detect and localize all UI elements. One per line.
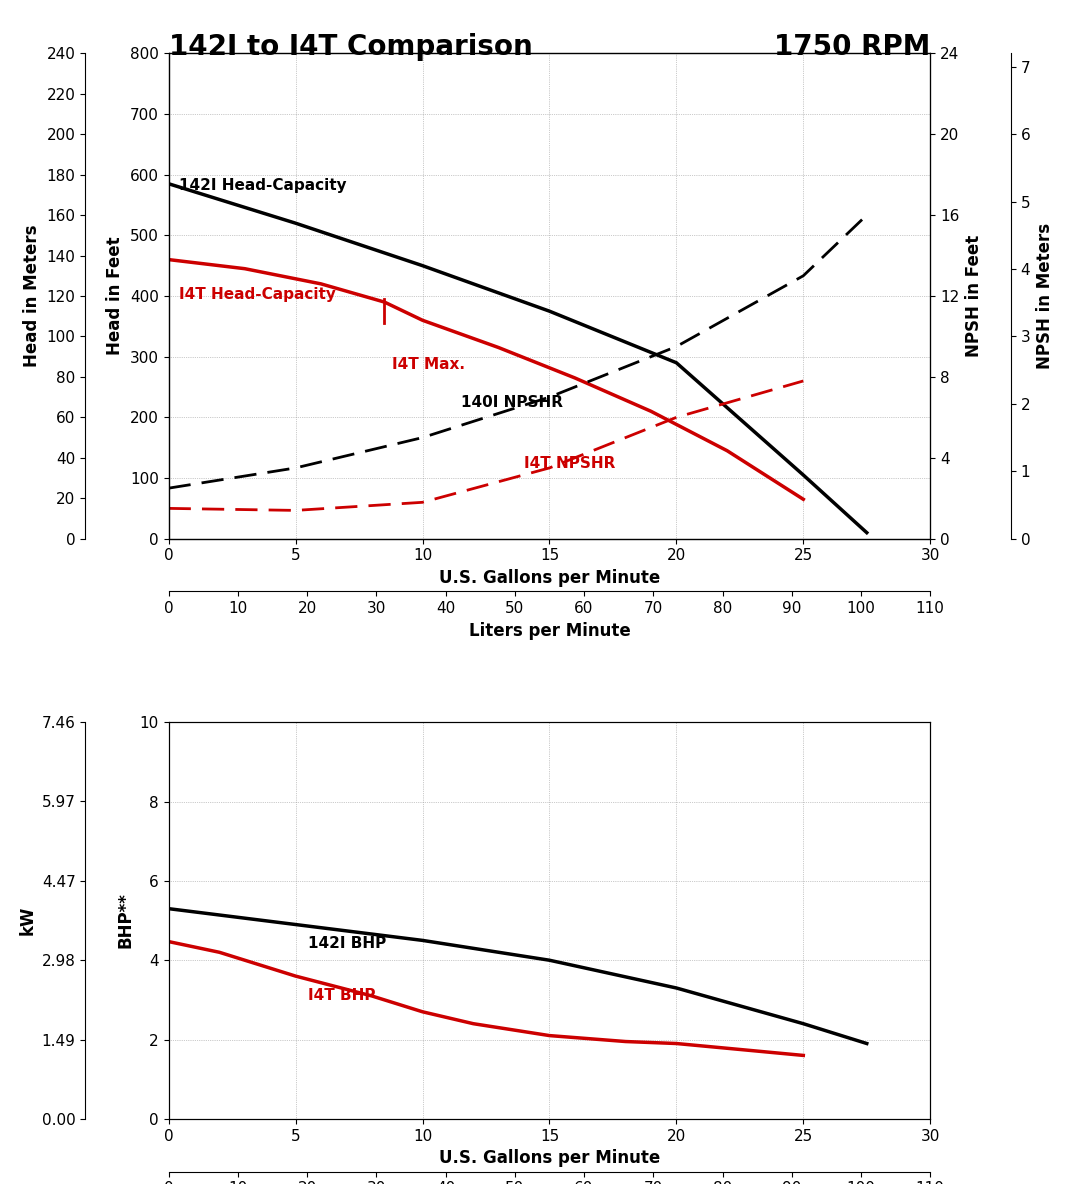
Y-axis label: BHP**: BHP** [116,893,134,948]
Text: I4T Max.: I4T Max. [392,356,465,372]
Y-axis label: Head in Meters: Head in Meters [23,225,41,367]
Text: 1750 RPM: 1750 RPM [774,33,930,62]
X-axis label: Liters per Minute: Liters per Minute [469,622,630,639]
X-axis label: U.S. Gallons per Minute: U.S. Gallons per Minute [438,570,660,587]
Text: 142I to I4T Comparison: 142I to I4T Comparison [169,33,532,62]
Text: 142I Head-Capacity: 142I Head-Capacity [178,178,346,193]
Y-axis label: NPSH in Meters: NPSH in Meters [1036,223,1054,369]
X-axis label: U.S. Gallons per Minute: U.S. Gallons per Minute [438,1150,660,1167]
Y-axis label: kW: kW [18,906,36,935]
Text: I4T Head-Capacity: I4T Head-Capacity [178,287,336,302]
Y-axis label: NPSH in Feet: NPSH in Feet [965,234,982,358]
Text: 140I NPSHR: 140I NPSHR [460,395,562,410]
Y-axis label: Head in Feet: Head in Feet [107,237,124,355]
Text: I4T BHP: I4T BHP [308,987,375,1003]
Text: I4T NPSHR: I4T NPSHR [524,456,616,471]
Text: 142I BHP: 142I BHP [308,937,386,951]
